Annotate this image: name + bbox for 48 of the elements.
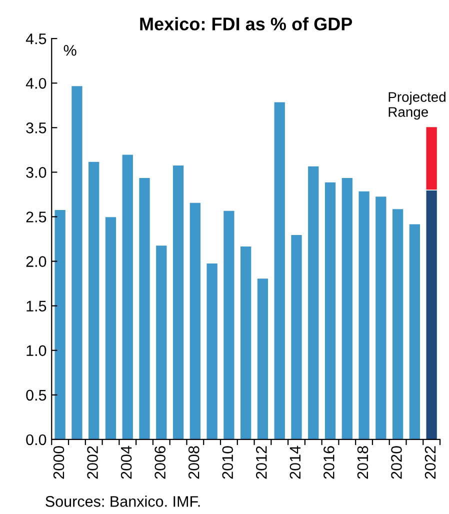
x-tick-label: 2012 [256,446,267,479]
y-axis-title: % [64,45,76,56]
bar [172,164,184,440]
y-tick-label: 3.5 [26,122,46,134]
bar [307,166,320,440]
bar [290,234,303,440]
bar [189,202,202,440]
bar [88,161,100,440]
chart-title: Mexico: FDI as % of GDP [140,17,352,30]
bar [121,154,134,440]
y-tick-label: 2.5 [26,212,46,222]
bar [70,85,84,440]
bar [54,209,66,440]
bar [392,208,404,440]
y-tick-label: 1.5 [26,300,46,312]
y-tick-label: 3.0 [26,167,46,178]
x-tick-label: 2018 [357,446,368,479]
x-tick-label: 2004 [120,446,132,479]
x-tick-label: 2000 [53,446,64,479]
x-tick-label: 2010 [222,446,234,479]
source-note: Sources: Banxico. IMF. [46,496,200,507]
bar [240,246,252,440]
y-tick-label: 2.0 [26,256,46,267]
x-tick-label: 2014 [290,446,301,479]
bar [138,177,151,440]
y-tick-label: 0.5 [26,390,46,401]
bar [374,196,388,440]
series-label: Projected Range [388,92,446,120]
bar [340,177,354,440]
y-tick-label: 1.0 [26,345,46,356]
bar [408,223,421,440]
bar [324,182,336,440]
bar [104,216,117,440]
bar [206,262,218,440]
y-tick-label: 4.5 [26,34,46,44]
x-tick-label: 2006 [154,446,166,479]
bar [256,278,269,440]
bar [273,101,286,440]
bar [155,244,168,440]
x-tick-label: 2008 [188,446,200,479]
x-tick-label: 2002 [87,446,98,479]
bar [222,210,236,440]
y-tick-label: 4.0 [26,78,46,89]
y-tick-label: 0.0 [26,434,46,446]
x-tick-label: 2016 [324,446,334,479]
x-tick-label: 2020 [391,446,402,479]
bar [358,190,370,440]
x-tick-label: 2022 [424,446,436,479]
